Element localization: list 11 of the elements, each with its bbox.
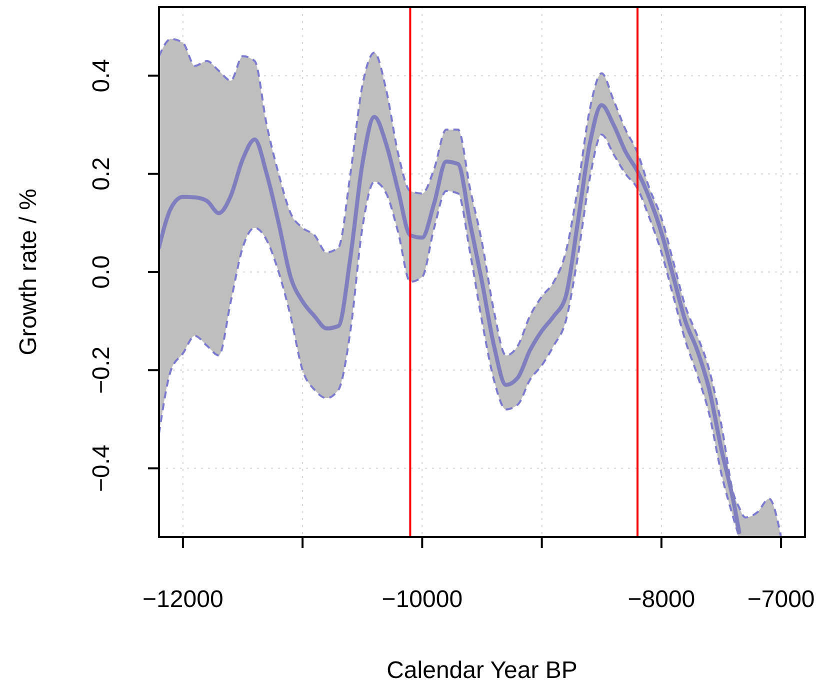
- x-tick-label: −10000: [382, 586, 463, 613]
- y-axis-title: Growth rate / %: [15, 188, 42, 356]
- x-tick-label: −7000: [747, 586, 815, 613]
- x-axis-title: Calendar Year BP: [386, 657, 578, 684]
- y-tick-label: −0.4: [88, 444, 115, 492]
- y-tick-label: 0.2: [88, 157, 115, 191]
- y-tick-label: 0.4: [88, 59, 115, 92]
- y-tick-label: 0.0: [88, 255, 115, 289]
- x-tick-label: −8000: [628, 586, 696, 613]
- y-tick-label: −0.2: [88, 346, 115, 394]
- x-tick-label: −12000: [142, 586, 224, 613]
